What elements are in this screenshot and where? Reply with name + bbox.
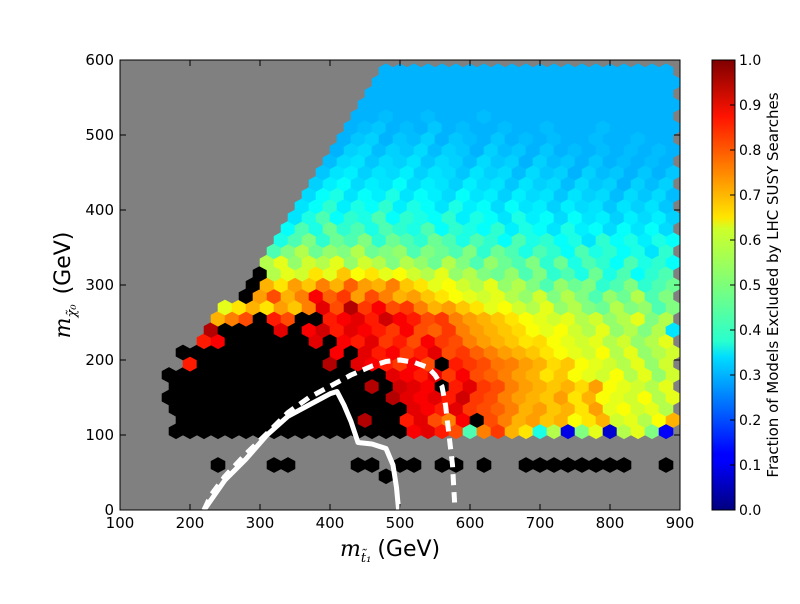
hex-bins [161, 63, 680, 485]
colorbar-tick-label: 0.2 [739, 413, 761, 429]
x-tick-label: 800 [596, 514, 625, 532]
hex-bin [658, 63, 674, 80]
colorbar-tick-label: 0.1 [739, 458, 761, 474]
colorbar-tick-label: 0.0 [739, 503, 761, 519]
colorbar-tick-label: 0.8 [739, 143, 761, 159]
colorbar-tick-label: 0.5 [739, 278, 761, 294]
x-tick-label: 500 [386, 514, 415, 532]
x-tick-label: 300 [246, 514, 275, 532]
y-tick-label: 0 [104, 501, 114, 519]
hex-bin [476, 457, 492, 473]
x-tick-label: 600 [456, 514, 485, 532]
exclusion-lines [201, 357, 458, 510]
colorbar-tick-label: 0.7 [739, 188, 761, 204]
x-tick-label: 200 [176, 514, 205, 532]
hex-bin [210, 457, 226, 473]
hex-bin [280, 457, 296, 473]
hex-bin [364, 457, 380, 473]
y-tick-label: 100 [85, 426, 114, 444]
colorbar-tick-label: 0.3 [739, 368, 761, 384]
colorbar-tick-label: 0.6 [739, 233, 761, 249]
colorbar-tick-label: 0.4 [739, 323, 761, 339]
x-tick-label: 100 [106, 514, 135, 532]
x-tick-label: 400 [316, 514, 345, 532]
y-tick-label: 400 [85, 201, 114, 219]
x-axis-ticks: 100 200 300 400 500 600 700 800 900 [106, 60, 695, 532]
colorbar-label: Fraction of Models Excluded by LHC SUSY … [764, 92, 782, 477]
y-tick-label: 600 [85, 51, 114, 69]
y-tick-label: 200 [85, 351, 114, 369]
hex-bin [658, 457, 674, 473]
colorbar-tick-label: 1.0 [739, 53, 761, 69]
y-axis-label: mχ̃₀(GeV) [51, 232, 80, 339]
hex-bin [406, 457, 422, 473]
dashed-exclusion-line [201, 357, 458, 510]
x-tick-label: 700 [526, 514, 555, 532]
x-tick-label: 900 [666, 514, 695, 532]
x-axis-label: mt̃₁ (GeV) [340, 537, 440, 566]
colorbar-tick-label: 0.9 [739, 98, 761, 114]
y-tick-label: 300 [85, 276, 114, 294]
hex-bin [616, 457, 632, 473]
colorbar-ticks: 0.0 0.1 0.2 0.3 0.4 0.5 0.6 0.7 0.8 0.9 1.0 [730, 53, 761, 519]
y-tick-label: 500 [85, 126, 114, 144]
y-axis-ticks: 0 100 200 300 400 500 600 [85, 51, 680, 519]
